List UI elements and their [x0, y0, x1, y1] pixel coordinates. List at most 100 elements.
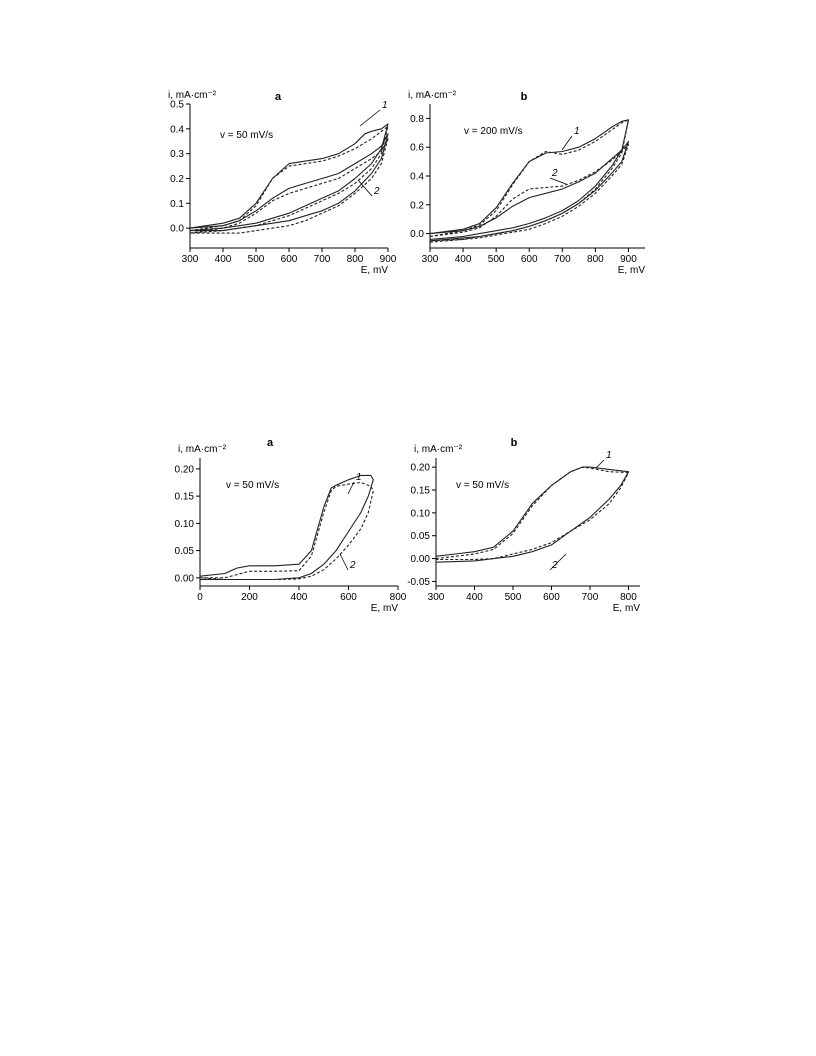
- chart-panel-a-top: 300 400 500 600 700 800 900 0.0 0.1 0.2 0.3 0.4 0.5i…: [168, 90, 397, 276]
- series-line-dashed: [189, 138, 389, 234]
- series-group: [189, 123, 389, 234]
- y-tick-label: 0.20: [411, 463, 431, 474]
- x-tick-label: 600: [543, 592, 560, 603]
- chart-panel-a-bottom: 0 200 400 600 800 0.00 0.05 0.10 0.15 0.20 i, mA·c…: [175, 437, 407, 614]
- y-tick-label: 0.0: [170, 224, 184, 235]
- series-line-solid: [189, 123, 389, 232]
- y-tick-label: 0.2: [170, 174, 184, 185]
- axes: 300 400 500 600 700 800 900 0.0 0.2 0.4 0.6 0.8: [410, 104, 645, 265]
- axes: 300 400 500 600 700 800 -0.05 0.00 0.05 0.10 0.15 0…: [407, 458, 640, 603]
- x-axis-title: E, mV: [361, 265, 389, 276]
- y-tick-label: 0.8: [410, 114, 424, 125]
- y-axis-title: i, mA·cm⁻²: [408, 90, 457, 101]
- curve-label: 2: [551, 168, 558, 179]
- curve-label: 2: [373, 186, 380, 197]
- series-line-dashed: [429, 119, 630, 242]
- panel-label: a: [275, 91, 282, 103]
- x-axis-title: E, mV: [618, 265, 646, 276]
- y-tick-label: 0.5: [170, 100, 184, 111]
- x-tick-label: 300: [422, 254, 439, 265]
- x-tick-label: 800: [347, 254, 364, 265]
- scan-rate-annotation: v = 50 mV/s: [226, 480, 279, 491]
- y-tick-label: 0.00: [411, 554, 431, 565]
- curve-label-leader: [339, 553, 349, 571]
- curve-label-leader: [549, 553, 567, 571]
- curve-label-leader: [347, 481, 355, 495]
- series-line-dashed: [189, 125, 389, 234]
- y-tick-label: 0.15: [411, 486, 431, 497]
- y-tick-label: 0.4: [410, 172, 424, 183]
- y-tick-label: 0.1: [170, 199, 184, 210]
- x-tick-label: 400: [291, 592, 308, 603]
- series-line-solid: [435, 466, 630, 563]
- x-tick-label: 200: [241, 592, 258, 603]
- y-tick-label: 0.20: [175, 464, 195, 475]
- x-tick-label: 900: [380, 254, 397, 265]
- y-tick-label: 0.10: [411, 508, 431, 519]
- y-tick-label: 0.05: [411, 531, 431, 542]
- x-tick-label: 300: [428, 592, 445, 603]
- curve-label: 1: [606, 450, 612, 461]
- x-tick-label: 600: [521, 254, 538, 265]
- series-group: [199, 474, 374, 581]
- x-tick-label: 300: [182, 254, 199, 265]
- x-tick-label: 800: [390, 592, 407, 603]
- curve-label: 2: [349, 560, 356, 571]
- series-line-solid: [199, 474, 374, 581]
- curve-label: 2: [551, 560, 558, 571]
- series-line-solid: [189, 133, 389, 232]
- y-tick-label: 0.0: [410, 229, 424, 240]
- chart-panel-b-bottom: 300 400 500 600 700 800 -0.05 0.00 0.05 0.10 0.15 0…: [407, 437, 641, 614]
- y-tick-label: 0.10: [175, 519, 195, 530]
- curve-label-leader: [549, 177, 567, 185]
- y-axis-title: i, mA·cm⁻²: [168, 90, 217, 101]
- series-line-dashed: [429, 143, 630, 243]
- y-tick-label: 0.2: [410, 200, 424, 211]
- x-tick-label: 0: [197, 592, 203, 603]
- x-tick-label: 900: [620, 254, 637, 265]
- axes: 300 400 500 600 700 800 900 0.0 0.1 0.2 0.3 0.4 0.5: [170, 100, 397, 266]
- x-axis-title: E, mV: [371, 603, 399, 614]
- curve-label: 1: [356, 472, 362, 483]
- scan-rate-annotation: v = 50 mV/s: [220, 130, 273, 141]
- series-line-solid: [429, 140, 630, 242]
- scan-rate-annotation: v = 200 mV/s: [464, 126, 523, 137]
- chart-panel-b-top: 300 400 500 600 700 800 900 0.0 0.2 0.4 0.6 0.8 i, m…: [408, 90, 646, 276]
- panel-label: b: [511, 437, 518, 449]
- y-tick-label: 0.3: [170, 149, 184, 160]
- y-axis-title: i, mA·cm⁻²: [178, 444, 227, 455]
- series-group: [429, 119, 630, 243]
- x-tick-label: 500: [248, 254, 265, 265]
- curve-label-leader: [359, 109, 381, 127]
- series-group: [435, 466, 630, 563]
- y-tick-label: -0.05: [407, 577, 430, 588]
- scan-rate-annotation: v = 50 mV/s: [456, 480, 509, 491]
- curve-label-leader: [561, 135, 573, 151]
- x-tick-label: 500: [488, 254, 505, 265]
- x-tick-label: 400: [466, 592, 483, 603]
- x-axis-title: E, mV: [613, 603, 641, 614]
- series-line-dashed: [199, 481, 374, 581]
- axes: 0 200 400 600 800 0.00 0.05 0.10 0.15 0.20: [175, 458, 407, 603]
- x-tick-label: 600: [340, 592, 357, 603]
- y-tick-label: 0.05: [175, 546, 195, 557]
- y-tick-label: 0.00: [175, 573, 195, 584]
- panel-label: b: [521, 91, 528, 103]
- panel-label: a: [267, 437, 274, 449]
- x-tick-label: 400: [455, 254, 472, 265]
- x-tick-label: 800: [587, 254, 604, 265]
- curve-label: 1: [382, 100, 388, 111]
- y-tick-label: 0.6: [410, 143, 424, 154]
- y-tick-label: 0.15: [175, 492, 195, 503]
- x-tick-label: 700: [554, 254, 571, 265]
- x-tick-label: 800: [620, 592, 637, 603]
- curve-label-leader: [595, 459, 605, 469]
- curve-label: 1: [574, 126, 580, 137]
- series-line-solid: [429, 119, 630, 240]
- curve-label-leader: [357, 179, 373, 197]
- x-tick-label: 700: [582, 592, 599, 603]
- x-tick-label: 700: [314, 254, 331, 265]
- series-line-dashed: [435, 466, 630, 561]
- x-tick-label: 400: [215, 254, 232, 265]
- y-tick-label: 0.4: [170, 124, 184, 135]
